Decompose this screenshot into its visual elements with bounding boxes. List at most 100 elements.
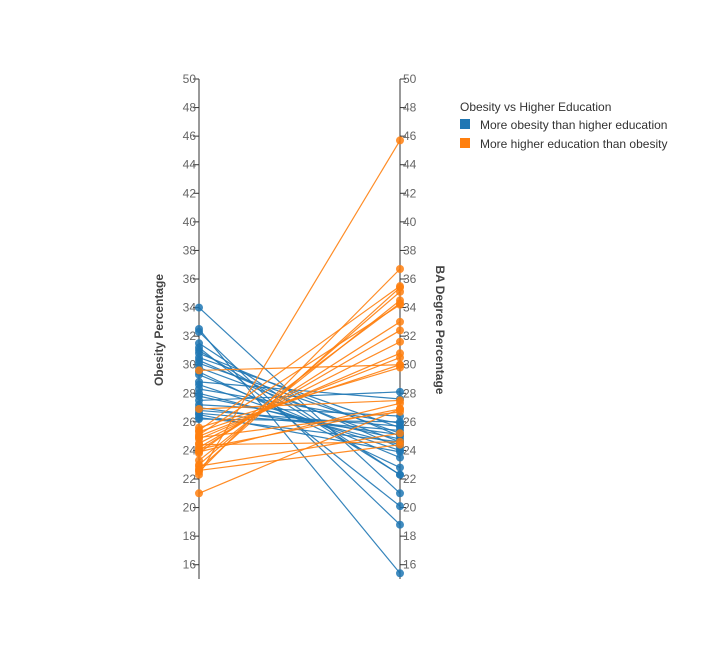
right-tick-label: 24 [403, 443, 417, 457]
right-point-blue [396, 453, 404, 462]
right-tick-label: 40 [403, 215, 417, 229]
slope-line-orange [198, 341, 401, 444]
left-point-orange [195, 430, 203, 439]
slope-line-blue [198, 349, 401, 476]
slope-line-orange [198, 408, 401, 494]
left-point-orange [195, 440, 203, 449]
right-point-orange [396, 326, 404, 335]
right-point-blue [396, 489, 404, 498]
left-tick-label: 32 [183, 329, 197, 343]
right-point-blue [396, 502, 404, 511]
slope-line-orange [198, 140, 401, 476]
right-tick-label: 28 [403, 386, 417, 400]
legend-swatch-orange [460, 138, 470, 148]
right-tick-label: 42 [403, 186, 417, 200]
left-point-orange [195, 366, 203, 375]
data-points [195, 136, 404, 578]
slope-line-orange [198, 285, 401, 431]
right-tick-label: 50 [403, 72, 417, 86]
left-tick-label: 38 [183, 243, 197, 257]
left-tick-label: 28 [183, 386, 197, 400]
left-tick-label: 48 [183, 101, 197, 115]
left-point-blue [195, 415, 203, 423]
right-point-blue [396, 387, 404, 396]
left-point-blue [195, 327, 203, 336]
right-point-blue [396, 520, 404, 529]
left-tick-label: 50 [183, 72, 197, 86]
left-tick-label: 40 [183, 215, 197, 229]
slope-line-orange [198, 399, 401, 410]
left-tick-label: 22 [183, 472, 197, 486]
right-point-orange [396, 396, 404, 405]
slope-line-orange [198, 329, 401, 449]
slope-line-orange [198, 352, 401, 440]
slope-line-orange [198, 364, 401, 372]
left-tick-label: 34 [183, 301, 197, 315]
legend: Obesity vs Higher Education More obesity… [460, 100, 667, 151]
legend-swatch-blue [460, 119, 470, 129]
left-tick-label: 42 [183, 186, 197, 200]
right-tick-label: 22 [403, 472, 417, 486]
slope-line-blue [198, 331, 401, 526]
left-tick-label: 16 [183, 558, 197, 572]
left-tick-label: 36 [183, 272, 197, 286]
slope-line-orange [198, 364, 401, 433]
slope-line-blue [198, 381, 401, 400]
legend-label-blue: More obesity than higher education [480, 118, 667, 132]
right-tick-label: 16 [403, 558, 417, 572]
slope-line-blue [198, 406, 401, 436]
right-point-orange [396, 429, 404, 438]
right-point-orange [396, 300, 404, 309]
right-tick-label: 38 [403, 243, 417, 257]
right-point-orange [396, 265, 404, 273]
right-point-blue [396, 417, 404, 426]
slope-lines [198, 140, 401, 574]
right-point-orange [396, 337, 404, 346]
slope-line-blue [198, 392, 401, 446]
right-tick-label: 44 [403, 158, 417, 172]
slope-line-orange [198, 432, 401, 467]
slope-line-blue [198, 395, 401, 440]
right-point-blue [396, 447, 404, 456]
slope-line-blue [198, 412, 401, 432]
right-point-orange [396, 440, 404, 449]
left-point-orange [195, 466, 203, 475]
left-tick-label: 20 [183, 501, 197, 515]
right-tick-label: 48 [403, 101, 417, 115]
left-tick-label: 46 [183, 129, 197, 143]
left-tick-label: 18 [183, 529, 197, 543]
left-point-blue [195, 377, 203, 386]
right-point-orange [396, 317, 404, 326]
left-axis-title: Obesity Percentage [152, 274, 166, 386]
slope-line-blue [198, 374, 401, 459]
right-axis-title: BA Degree Percentage [433, 266, 447, 395]
slope-line-orange [198, 444, 401, 472]
left-point-orange [195, 489, 203, 498]
left-point-orange [195, 405, 203, 413]
left-point-blue [195, 303, 203, 312]
slope-line-orange [198, 408, 401, 450]
slope-line-blue [198, 347, 401, 507]
axes: 16 18 20 22 24 26 28 30 32 34 36 38 40 42 44 46 48 50 16 18… [183, 72, 417, 579]
left-tick-label: 30 [183, 358, 197, 372]
slope-line-blue [198, 307, 401, 494]
right-tick-label: 18 [403, 529, 417, 543]
slope-line-orange [198, 357, 401, 437]
right-point-orange [396, 136, 404, 145]
right-point-blue [396, 463, 404, 472]
right-tick-label: 20 [403, 501, 417, 515]
right-point-orange [396, 405, 404, 413]
slope-line-blue [198, 342, 401, 476]
slope-line-blue [198, 416, 401, 443]
right-point-orange [396, 353, 404, 362]
slope-line-blue [198, 352, 401, 437]
right-tick-label: 34 [403, 301, 417, 315]
right-tick-label: 30 [403, 358, 417, 372]
right-point-blue [396, 569, 404, 578]
left-point-blue [195, 396, 203, 405]
slope-line-orange [198, 441, 401, 446]
slope-line-blue [198, 388, 401, 424]
right-point-orange [396, 287, 404, 296]
legend-title: Obesity vs Higher Education [460, 100, 611, 114]
